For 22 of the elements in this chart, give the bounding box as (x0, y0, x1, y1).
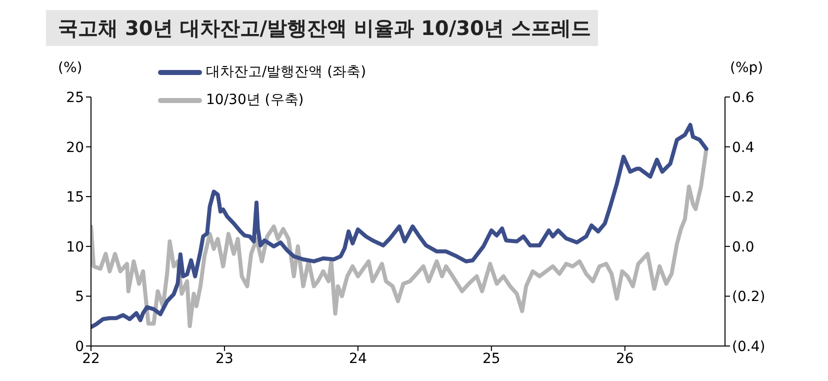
y2-tick-label: (0.2) (732, 289, 766, 306)
y-axis-title: (%) (58, 60, 82, 76)
y2-tick-label: (0.4) (732, 338, 766, 355)
y-tick-label: 10 (66, 239, 84, 256)
y-tick-label: 25 (66, 90, 84, 106)
x-tick-label: 24 (349, 350, 367, 367)
x-tick-label: 26 (616, 350, 634, 367)
x-tick-label: 22 (82, 350, 100, 367)
y2-axis-title: (%p) (730, 60, 764, 76)
y-tick-label: 15 (66, 190, 84, 206)
y2-tick-label: 0.0 (732, 239, 754, 256)
chart-title: 국고채 30년 대차잔고/발행잔액 비율과 10/30년 스프레드 (46, 10, 598, 46)
y2-tick-label: 0.6 (732, 90, 754, 106)
legend-label: 대차잔고/발행잔액 (좌축) (206, 63, 366, 81)
x-tick-label: 23 (216, 350, 234, 367)
y-tick-label: 0 (75, 338, 84, 355)
y2-tick-label: 0.4 (732, 140, 754, 156)
y-tick-label: 20 (66, 140, 84, 156)
y-tick-label: 5 (75, 289, 84, 306)
x-tick-label: 25 (482, 350, 500, 367)
y2-tick-label: 0.2 (732, 190, 754, 206)
legend-label: 10/30년 (우축) (206, 91, 304, 109)
